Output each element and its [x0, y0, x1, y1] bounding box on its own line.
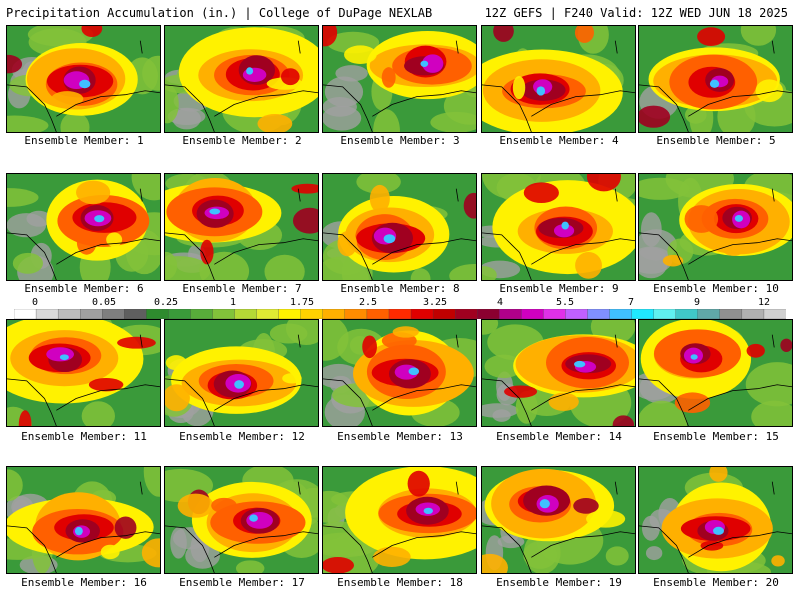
colorbar-tick-label: 9 — [693, 297, 701, 308]
colorbar-swatch — [366, 309, 390, 319]
ensemble-member-label: Ensemble Member: 19 — [496, 576, 622, 589]
ensemble-member-label: Ensemble Member: 15 — [653, 430, 779, 443]
ensemble-member-label: Ensemble Member: 17 — [179, 576, 305, 589]
ensemble-member-map — [6, 466, 161, 574]
ensemble-member-map — [322, 319, 477, 427]
colorbar-swatch — [322, 309, 346, 319]
colorbar-swatch — [300, 309, 324, 319]
ensemble-member-map — [481, 319, 636, 427]
colorbar-swatch — [675, 309, 699, 319]
colorbar-swatch — [278, 309, 302, 319]
colorbar-swatch — [80, 309, 103, 319]
colorbar-swatch — [410, 309, 434, 319]
colorbar-tick-label: 0.25 — [153, 297, 179, 308]
colorbar-swatch — [168, 309, 192, 319]
colorbar-swatch — [741, 309, 765, 319]
ensemble-member-map — [481, 25, 636, 133]
colorbar-swatch — [521, 309, 545, 319]
ensemble-member-map — [322, 25, 477, 133]
ensemble-member-label: Ensemble Member: 13 — [337, 430, 463, 443]
colorbar-swatch — [631, 309, 655, 319]
colorbar-tick-label: 7 — [627, 297, 635, 308]
ensemble-member-map — [481, 466, 636, 574]
colorbar-tick-label: 1.75 — [289, 297, 315, 308]
colorbar-swatch — [543, 309, 567, 319]
ensemble-member-label: Ensemble Member: 3 — [340, 134, 460, 147]
ensemble-member-label: Ensemble Member: 10 — [653, 282, 779, 295]
ensemble-member-label: Ensemble Member: 7 — [182, 282, 302, 295]
colorbar-swatch — [146, 309, 170, 319]
ensemble-member-label: Ensemble Member: 16 — [21, 576, 147, 589]
colorbar-swatch — [102, 309, 125, 319]
colorbar-swatch — [14, 309, 37, 319]
ensemble-member-map — [638, 319, 793, 427]
colorbar-swatch — [719, 309, 743, 319]
ensemble-member-map — [164, 466, 319, 574]
colorbar — [14, 309, 786, 319]
ensemble-member-label: Ensemble Member: 5 — [656, 134, 776, 147]
colorbar-swatch — [697, 309, 721, 319]
colorbar-swatch — [454, 309, 478, 319]
ensemble-member-label: Ensemble Member: 11 — [21, 430, 147, 443]
colorbar-swatch — [256, 309, 280, 319]
colorbar-swatch — [344, 309, 368, 319]
ensemble-member-map — [6, 25, 161, 133]
ensemble-member-label: Ensemble Member: 18 — [337, 576, 463, 589]
colorbar-swatch — [388, 309, 412, 319]
ensemble-member-label: Ensemble Member: 20 — [653, 576, 779, 589]
ensemble-member-label: Ensemble Member: 1 — [24, 134, 144, 147]
colorbar-tick-label: 0.05 — [91, 297, 117, 308]
ensemble-member-map — [638, 173, 793, 281]
colorbar-swatch — [499, 309, 522, 319]
ensemble-member-label: Ensemble Member: 8 — [340, 282, 460, 295]
ensemble-member-label: Ensemble Member: 6 — [24, 282, 144, 295]
colorbar-tick-label: 1 — [229, 297, 237, 308]
ensemble-member-label: Ensemble Member: 9 — [499, 282, 619, 295]
ensemble-member-map — [164, 25, 319, 133]
colorbar-swatch — [234, 309, 258, 319]
ensemble-member-label: Ensemble Member: 12 — [179, 430, 305, 443]
colorbar-tick-label: 3.25 — [422, 297, 448, 308]
colorbar-tick-label: 4 — [496, 297, 504, 308]
colorbar-swatch — [432, 309, 456, 319]
ensemble-member-label: Ensemble Member: 4 — [499, 134, 619, 147]
colorbar-swatch — [763, 309, 786, 319]
ensemble-member-map — [6, 173, 161, 281]
ensemble-member-label: Ensemble Member: 2 — [182, 134, 302, 147]
ensemble-member-map — [638, 25, 793, 133]
colorbar-swatch — [35, 309, 59, 319]
ensemble-member-map — [6, 319, 161, 427]
ensemble-member-label: Ensemble Member: 14 — [496, 430, 622, 443]
colorbar-tick-label: 5.5 — [555, 297, 575, 308]
ensemble-member-map — [164, 173, 319, 281]
colorbar-swatch — [653, 309, 677, 319]
colorbar-swatch — [124, 309, 147, 319]
colorbar-swatch — [609, 309, 633, 319]
colorbar-swatch — [565, 309, 589, 319]
ensemble-member-map — [322, 466, 477, 574]
ensemble-member-map — [481, 173, 636, 281]
colorbar-swatch — [587, 309, 611, 319]
colorbar-swatch — [212, 309, 236, 319]
colorbar-tick-label: 0 — [31, 297, 39, 308]
ensemble-member-map — [322, 173, 477, 281]
colorbar-tick-label: 2.5 — [358, 297, 378, 308]
page-title: Precipitation Accumulation (in.) | Colle… — [6, 6, 433, 20]
colorbar-swatch — [57, 309, 81, 319]
ensemble-member-map — [638, 466, 793, 574]
colorbar-swatch — [477, 309, 500, 319]
ensemble-member-map — [164, 319, 319, 427]
run-info: 12Z GEFS | F240 Valid: 12Z WED JUN 18 20… — [484, 6, 788, 20]
colorbar-tick-label: 12 — [757, 297, 771, 308]
colorbar-swatch — [190, 309, 214, 319]
header: Precipitation Accumulation (in.) | Colle… — [0, 0, 800, 24]
